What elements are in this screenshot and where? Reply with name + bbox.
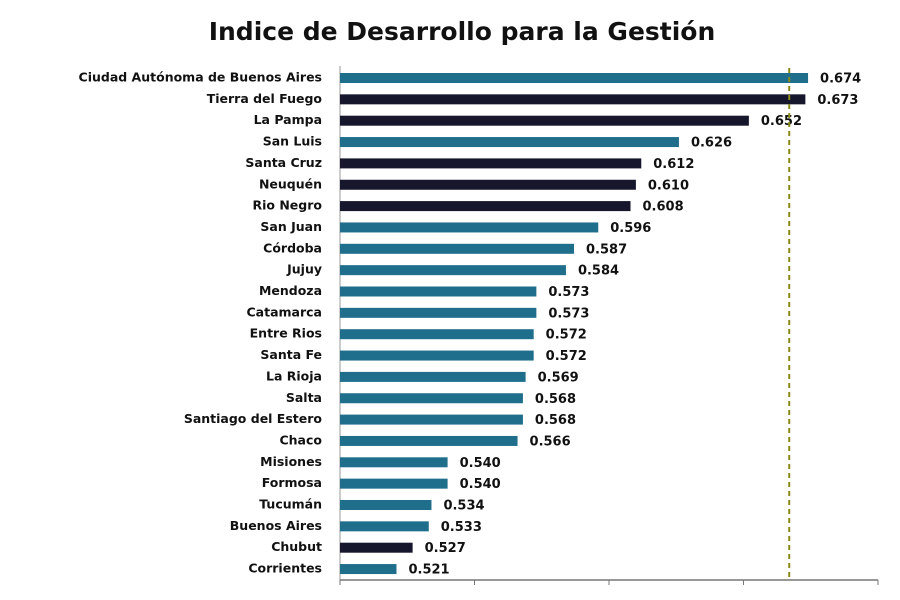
- bar: [340, 500, 432, 510]
- y-tick-label: Tierra del Fuego: [207, 91, 323, 106]
- y-tick-label: San Luis: [263, 134, 322, 149]
- y-tick-label: Rio Negro: [253, 198, 323, 213]
- bar: [340, 542, 413, 553]
- value-label: 0.527: [425, 541, 466, 556]
- value-label: 0.673: [817, 93, 858, 108]
- bar: [340, 329, 534, 340]
- value-label: 0.572: [546, 349, 587, 364]
- value-label: 0.610: [648, 178, 689, 193]
- value-label: 0.533: [441, 520, 482, 535]
- value-label: 0.584: [578, 264, 619, 279]
- bar: [340, 435, 518, 446]
- value-label: 0.540: [460, 477, 501, 492]
- bar: [340, 457, 448, 468]
- value-label: 0.521: [408, 563, 449, 578]
- y-tick-label: Córdoba: [263, 240, 322, 255]
- bar: [340, 350, 534, 361]
- y-tick-label: Mendoza: [259, 283, 322, 298]
- bar: [340, 414, 523, 425]
- y-tick-label: La Rioja: [266, 368, 322, 383]
- bar: [340, 222, 599, 233]
- y-tick-label: Salta: [286, 390, 322, 405]
- bar: [340, 73, 809, 83]
- y-tick-label: Entre Rios: [250, 326, 322, 341]
- bar: [340, 265, 566, 276]
- y-tick-label: San Juan: [260, 219, 322, 234]
- bar: [340, 478, 448, 489]
- bar: [340, 564, 397, 575]
- y-tick-label: Formosa: [262, 475, 322, 490]
- value-label: 0.674: [820, 72, 861, 87]
- y-tick-label: Tucumán: [259, 497, 322, 512]
- y-tick-label: Catamarca: [247, 304, 323, 319]
- chart-title: Indice de Desarrollo para la Gestión: [209, 17, 716, 46]
- bar: [340, 158, 642, 169]
- bar: [340, 521, 429, 532]
- value-label: 0.534: [443, 499, 484, 514]
- value-label: 0.626: [691, 136, 732, 151]
- y-tick-label: Santa Cruz: [245, 155, 322, 170]
- bar: [340, 371, 526, 382]
- y-tick-label: Neuquén: [259, 176, 322, 191]
- bar: [340, 115, 749, 126]
- bar: [340, 243, 575, 254]
- value-label: 0.573: [548, 285, 589, 300]
- bar: [340, 201, 631, 212]
- y-tick-label: Santa Fe: [260, 347, 322, 362]
- value-label: 0.573: [548, 306, 589, 321]
- value-label: 0.596: [610, 221, 651, 236]
- y-tick-label: Chaco: [279, 432, 322, 447]
- y-tick-label: Buenos Aires: [230, 518, 322, 533]
- value-label: 0.568: [535, 413, 576, 428]
- y-tick-label: Jujuy: [286, 262, 322, 277]
- value-label: 0.587: [586, 242, 627, 257]
- y-tick-label: Misiones: [260, 454, 322, 469]
- value-label: 0.566: [530, 434, 571, 449]
- value-label: 0.652: [761, 114, 802, 129]
- bar: [340, 94, 806, 105]
- y-tick-label: Corrientes: [248, 561, 322, 576]
- y-tick-label: La Pampa: [254, 112, 322, 127]
- y-tick-label: Santiago del Estero: [184, 411, 323, 426]
- y-tick-label: Ciudad Autónoma de Buenos Aires: [79, 70, 322, 85]
- bar: [340, 286, 537, 297]
- value-label: 0.568: [535, 392, 576, 407]
- value-label: 0.612: [653, 157, 694, 172]
- value-label: 0.572: [546, 328, 587, 343]
- bar: [340, 179, 636, 190]
- bar: [340, 307, 537, 318]
- bar: [340, 137, 679, 148]
- value-label: 0.569: [538, 370, 579, 385]
- y-tick-label: Chubut: [271, 539, 322, 554]
- value-label: 0.608: [643, 200, 684, 215]
- value-label: 0.540: [460, 456, 501, 471]
- bar: [340, 393, 523, 404]
